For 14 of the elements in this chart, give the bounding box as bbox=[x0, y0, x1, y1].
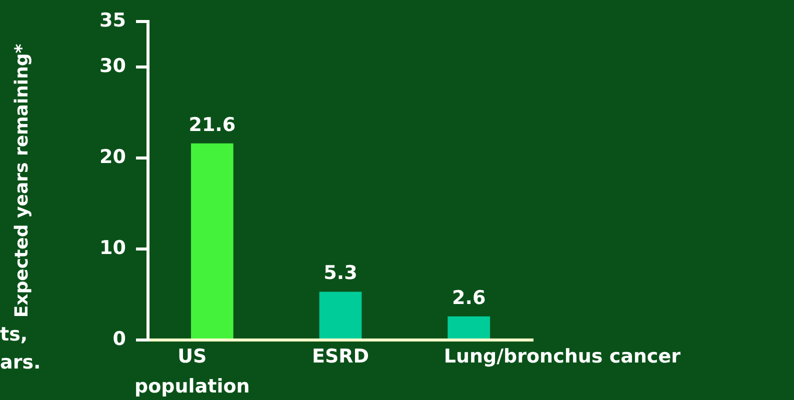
y-tick-label: 30 bbox=[100, 54, 126, 77]
x-tick-label: US population bbox=[134, 345, 250, 398]
text: ars. bbox=[0, 351, 41, 374]
x-tick-label: Lung/bronchus cancer bbox=[444, 345, 682, 368]
text: ts, bbox=[0, 323, 28, 346]
y-tick-label: 0 bbox=[112, 328, 126, 350]
y-tick-label: 20 bbox=[100, 146, 126, 168]
data-label: 2.6 bbox=[452, 286, 486, 309]
data-label: 21.6 bbox=[188, 114, 236, 136]
x-tick-label: ESRD bbox=[312, 345, 370, 368]
data-label: 5.3 bbox=[324, 262, 358, 284]
y-tick-label: 35 bbox=[100, 9, 126, 32]
y-tick-label: 10 bbox=[100, 236, 126, 259]
y-axis-title: Expected years remaining* bbox=[11, 43, 32, 318]
